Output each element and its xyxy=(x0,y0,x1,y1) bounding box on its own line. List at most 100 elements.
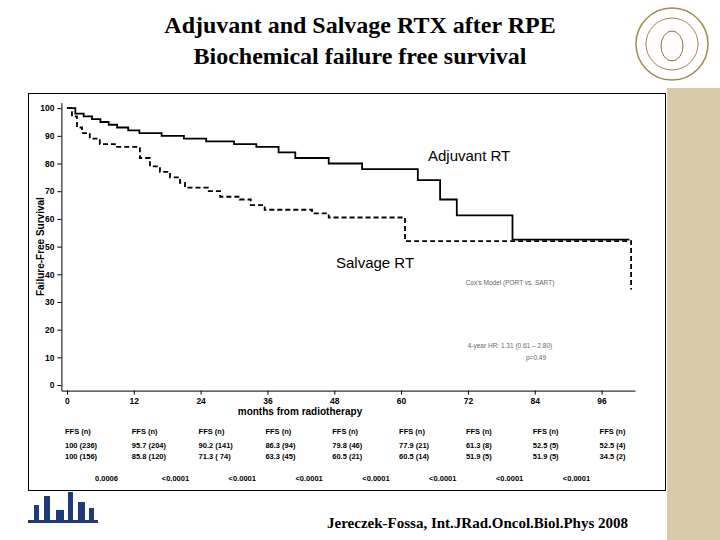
x-tick-mark xyxy=(267,391,268,395)
table-cell: <0.0001 xyxy=(429,474,456,483)
x-tick-mark xyxy=(334,391,335,395)
y-tick-mark xyxy=(57,164,61,165)
logo-tower xyxy=(56,510,64,520)
y-tick-mark xyxy=(57,330,61,331)
seal-inner xyxy=(646,18,698,70)
y-tick-mark xyxy=(57,357,61,358)
y-tick: 60 xyxy=(45,214,61,224)
table-cell: <0.0001 xyxy=(362,474,389,483)
y-tick: 50 xyxy=(45,242,61,252)
y-tick-mark xyxy=(57,274,61,275)
series-label: Salvage RT xyxy=(336,254,414,271)
table-header: FFS (n) xyxy=(199,427,225,436)
x-axis-line xyxy=(62,391,636,392)
side-strip xyxy=(667,88,720,540)
table-cell: <0.0001 xyxy=(563,474,590,483)
y-tick-label: 70 xyxy=(45,186,55,196)
plot-area xyxy=(67,108,631,289)
table-cell: <0.0001 xyxy=(229,474,256,483)
y-tick-mark xyxy=(57,108,61,109)
x-tick: 48 xyxy=(330,391,340,406)
table-cell: 63.3 (45) xyxy=(265,452,296,461)
x-tick: 36 xyxy=(263,391,273,406)
x-tick-mark xyxy=(201,391,202,395)
logo-tower xyxy=(89,508,94,520)
source: Jereczek-Fossa, Int.JRad.Oncol.Biol.Phys… xyxy=(327,515,628,531)
survival-curve xyxy=(67,108,629,240)
y-tick-label: 20 xyxy=(45,325,55,335)
slide: Adjuvant and Salvage RTX after RPE Bioche… xyxy=(0,0,720,540)
x-tick: 96 xyxy=(597,391,607,406)
y-tick: 100 xyxy=(40,103,61,113)
table-cell: 52.5 (4) xyxy=(600,441,626,450)
y-tick-label: 30 xyxy=(45,297,55,307)
x-tick: 84 xyxy=(531,391,541,406)
seal-portrait xyxy=(661,31,683,61)
table-header: FFS (n) xyxy=(132,427,158,436)
x-tick: 60 xyxy=(397,391,407,406)
series-label: Adjuvant RT xyxy=(428,147,510,164)
y-tick-label: 100 xyxy=(40,103,54,113)
y-tick-mark xyxy=(57,136,61,137)
annotation: 4-year HR: 1.31 (0.61 – 2.80) xyxy=(468,342,553,350)
table-cell: 95.7 (204) xyxy=(132,441,167,450)
y-tick: 10 xyxy=(45,353,61,363)
table-header: FFS (n) xyxy=(65,427,91,436)
y-tick-mark xyxy=(57,191,61,192)
table-header: FFS (n) xyxy=(399,427,425,436)
table-cell: <0.0001 xyxy=(295,474,322,483)
y-tick: 70 xyxy=(45,186,61,196)
annotation: p=0.49 xyxy=(526,354,546,362)
table-cell: 51.9 (5) xyxy=(533,452,559,461)
logo-skyline xyxy=(28,492,98,523)
x-axis-title: months from radiotherapy xyxy=(238,406,363,417)
x-tick-label: 24 xyxy=(196,396,206,406)
x-tick-mark xyxy=(535,391,536,395)
table-cell: 100 (156) xyxy=(65,452,98,461)
chart-frame xyxy=(29,94,666,491)
table-header: FFS (n) xyxy=(533,427,559,436)
x-tick-label: 0 xyxy=(65,396,70,406)
x-tick-label: 36 xyxy=(263,396,273,406)
y-tick-mark xyxy=(57,302,61,303)
y-tick: 30 xyxy=(45,297,61,307)
x-tick: 72 xyxy=(464,391,474,406)
x-tick-mark xyxy=(67,391,68,395)
table-cell: 61.3 (8) xyxy=(466,441,492,450)
logo-tower xyxy=(44,496,50,520)
table-cell: 79.8 (46) xyxy=(332,441,363,450)
y-tick-label: 50 xyxy=(45,242,55,252)
survival-curve xyxy=(67,108,631,289)
table-cell: <0.0001 xyxy=(496,474,523,483)
table-cell: 60.5 (21) xyxy=(332,452,363,461)
title: Adjuvant and Salvage RTX after RPE xyxy=(164,12,555,38)
x-axis: 0 12 24 36 48 60 72 84 96 xyxy=(62,391,636,406)
x-tick-mark xyxy=(468,391,469,395)
x-tick-label: 60 xyxy=(397,396,407,406)
x-tick-label: 72 xyxy=(464,396,474,406)
y-tick-label: 10 xyxy=(45,353,55,363)
y-tick: 80 xyxy=(45,159,61,169)
x-tick: 24 xyxy=(196,391,206,406)
subtitle: Biochemical failure free survival xyxy=(193,43,526,69)
slide-canvas: Adjuvant and Salvage RTX after RPE Bioche… xyxy=(0,0,720,540)
table-header: FFS (n) xyxy=(332,427,358,436)
x-tick-label: 84 xyxy=(531,396,541,406)
logo-seal xyxy=(636,8,708,80)
y-axis-line xyxy=(61,103,62,391)
table-cell: 77.9 (21) xyxy=(399,441,430,450)
y-tick-label: 60 xyxy=(45,214,55,224)
x-tick-label: 12 xyxy=(130,396,140,406)
x-tick-mark xyxy=(602,391,603,395)
y-tick-mark xyxy=(57,247,61,248)
logo-tower xyxy=(68,492,73,520)
x-tick-mark xyxy=(134,391,135,395)
x-tick: 12 xyxy=(130,391,140,406)
logo-tower xyxy=(78,502,85,520)
logo-base xyxy=(28,520,98,523)
table-header: FFS (n) xyxy=(265,427,291,436)
y-tick-label: 0 xyxy=(50,380,55,390)
table-cell: 71.3 ( 74) xyxy=(199,452,232,461)
y-tick-mark xyxy=(57,385,61,386)
table-cell: <0.0001 xyxy=(162,474,189,483)
